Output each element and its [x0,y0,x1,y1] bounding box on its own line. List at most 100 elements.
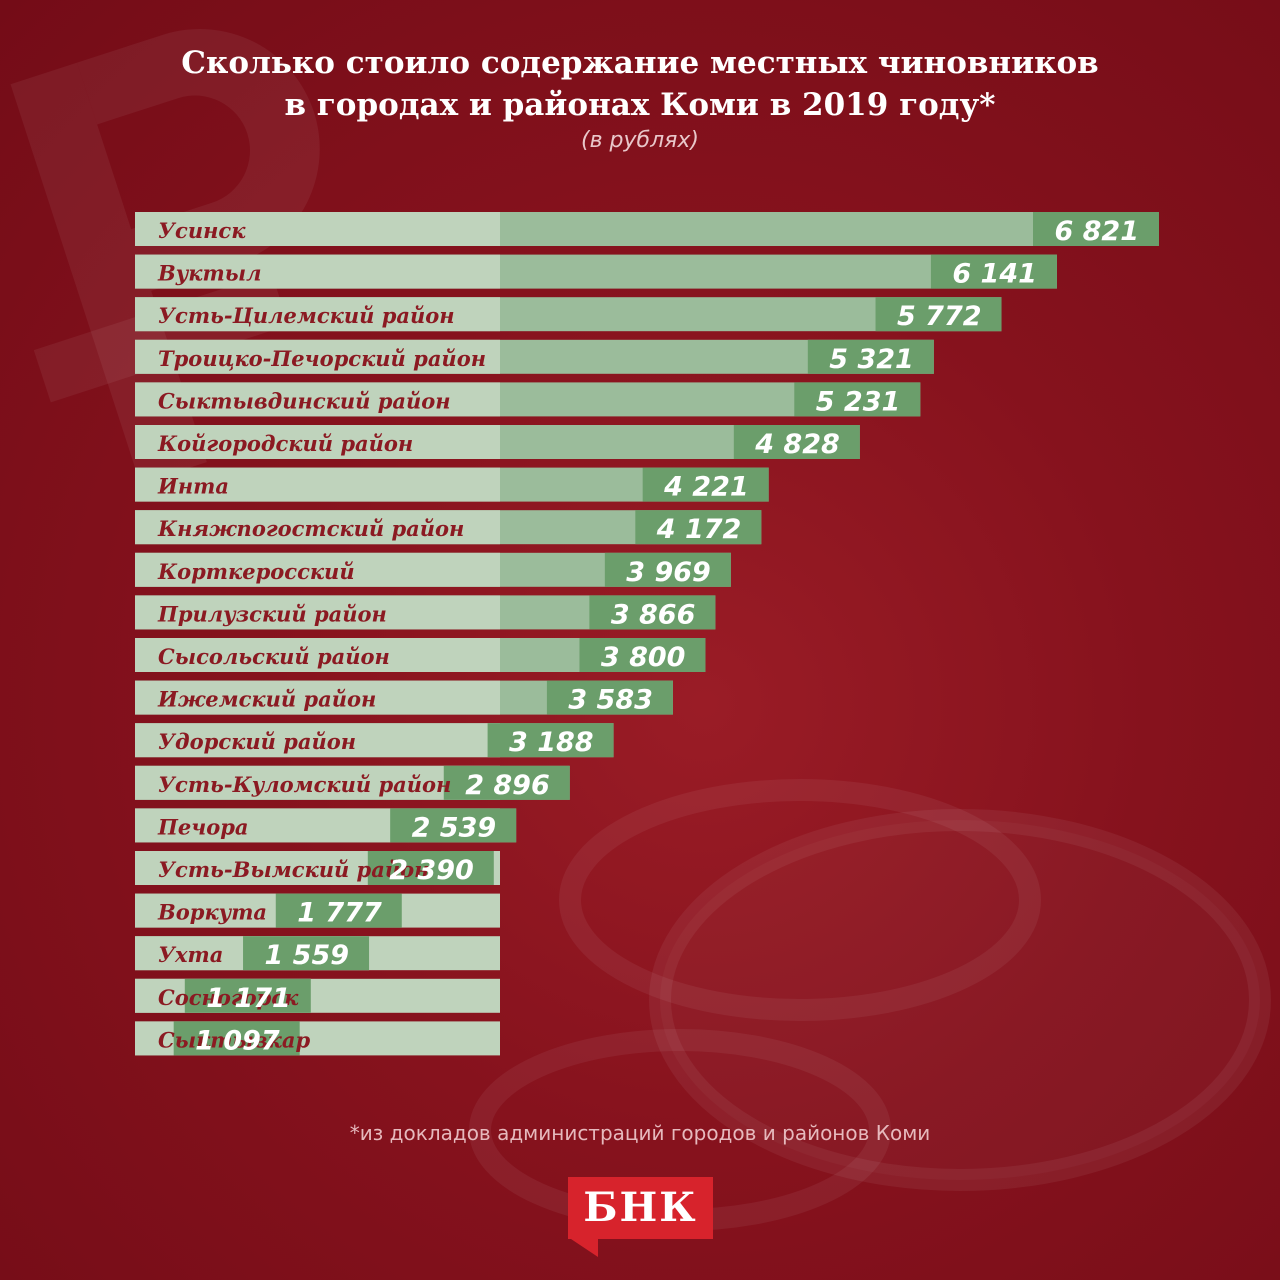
bar-label-bg [135,680,500,715]
bar-row: Воркута 1 777 [135,893,500,929]
bar-value-bg [807,339,934,374]
bar-label-bg [135,297,500,332]
value-label: 2 539 [412,812,497,843]
bar-value-bg [1033,212,1159,246]
bar-label-bg [135,467,500,502]
bar-value-bg [184,978,311,1013]
bar-row: Усинск 6 821 [135,212,1159,247]
footnote: *из докладов администраций городов и рай… [349,1121,931,1145]
bar-value-bg [875,297,1002,332]
category-label: Вуктыл [157,261,261,286]
value-label: 1 097 [195,1025,280,1056]
bar-value-bg [635,510,762,545]
value-label: 1 777 [297,898,382,929]
bar-value-bg [642,467,769,502]
category-label: Печора [157,814,249,839]
bar-label-bg [135,254,500,289]
value-label: 6 141 [952,259,1037,290]
bar-row: Сыктывдинский район 5 231 [135,382,921,417]
bar-row: Троицко-Печорский район 5 321 [135,339,934,375]
bar-label-bg [135,339,500,374]
category-label: Прилузский район [157,601,387,626]
value-label: 3 800 [601,642,686,673]
bar-label-bg [135,765,500,800]
category-label: Воркута [157,900,267,925]
category-label: Троицко-Печорский район [158,346,486,371]
chart-title-line-1: Сколько стоило содержание местных чиновн… [181,45,1099,81]
bar-row: Прилузский район 3 866 [135,595,716,630]
chart-title-line-2: в городах и районах Коми в 2019 году* [284,87,996,123]
bnk-logo: БНК [568,1177,713,1257]
bar-label-bg [135,595,500,630]
bar-row: Ухта 1 559 [135,936,500,971]
logo-tail-shape [568,1237,598,1257]
value-label: 3 583 [568,685,653,716]
value-label: 3 969 [626,557,711,588]
bar-value-bg [604,552,731,587]
category-label: Усть-Вымский район [158,857,429,882]
category-label: Ухта [158,942,223,967]
category-label: Сыктывкар [158,1027,310,1052]
category-label: Княжпогостский район [157,516,464,541]
value-label: 3 188 [509,727,594,758]
bar-row: Печора 2 539 [135,808,517,843]
bar-row: Усть-Куломский район 2 896 [135,765,570,801]
category-label: Усть-Куломский район [158,772,451,797]
bar-row: Инта 4 221 [135,467,769,503]
bar-label-bg [135,510,500,545]
value-label: 2 390 [389,855,474,886]
category-label: Корткеросский [157,559,355,584]
bar-label-bg [135,723,500,758]
bar-value-bg [589,595,716,630]
bar-value-bg [579,638,706,672]
category-label: Усть-Цилемский район [158,303,455,328]
bar-row: Ижемский район 3 583 [135,680,673,716]
logo-text: БНК [568,1177,713,1239]
coins-decoration [469,779,1271,1231]
category-label: Сыктывдинский район [158,388,451,413]
category-label: Удорский район [158,729,356,754]
bar-row: Сысольский район 3 800 [135,638,706,673]
bar-label-bg [135,552,500,587]
value-label: 3 866 [611,599,696,630]
bar-row: Удорский район 3 188 [135,723,614,758]
value-label: 4 172 [656,514,742,545]
bar-row: Корткеросский 3 969 [135,552,731,588]
value-label: 2 896 [465,770,550,801]
bar-value-bg [443,765,570,800]
category-label: Усинск [158,218,246,243]
bar-value-bg [487,723,614,758]
category-label: Ижемский район [157,687,376,712]
bar-value-bg [390,808,517,843]
bar-label-bg [135,382,500,417]
bar-label-bg [135,638,500,672]
bar-value-bg [275,893,402,928]
bar-value-bg [733,425,860,459]
bar-value-bg [243,936,370,971]
bar-row: Усть-Цилемский район 5 772 [135,297,1002,332]
value-label: 1 559 [264,940,349,971]
bar-row: Княжпогостский район 4 172 [135,510,762,545]
value-label: 5 321 [829,344,914,375]
value-label: 5 772 [897,301,982,332]
category-label: Койгородский район [157,431,413,456]
category-label: Сысольский район [158,644,390,669]
value-label: 4 221 [663,472,749,503]
bar-value-bg [546,680,673,715]
value-label: 6 821 [1054,216,1139,247]
value-label: 4 828 [754,429,840,460]
bar-value-bg [930,254,1057,289]
value-label: 5 231 [816,386,901,417]
bar-label-bg [135,425,500,459]
value-label: 1 171 [206,983,291,1014]
category-label: Инта [157,474,229,499]
bar-value-bg [794,382,921,417]
bar-row: Вуктыл 6 141 [135,254,1057,290]
chart-subtitle: (в рублях) [581,128,699,153]
bar-value-bg [367,851,494,885]
category-label: Сосногорск [158,985,299,1010]
